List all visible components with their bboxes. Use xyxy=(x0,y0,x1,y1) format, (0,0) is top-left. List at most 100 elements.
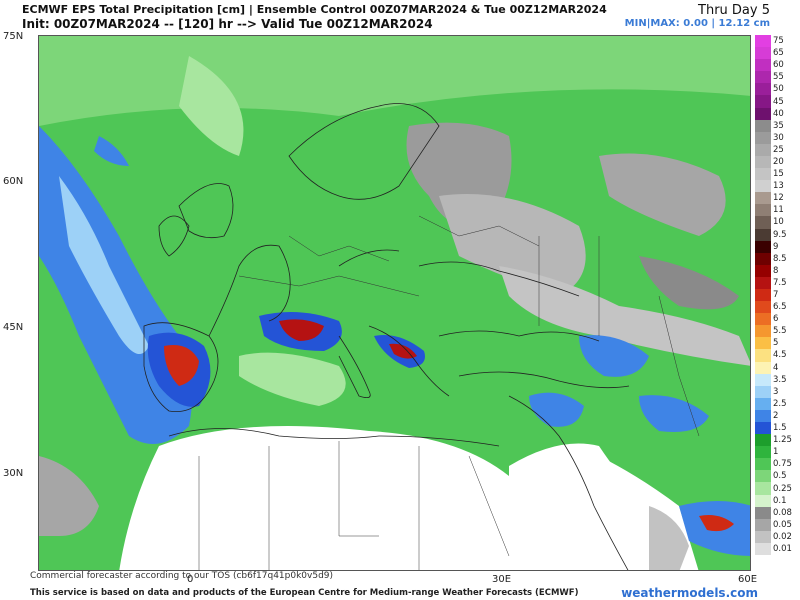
brand-link[interactable]: weathermodels.com xyxy=(621,586,758,600)
alps-heavy-red xyxy=(279,319,324,341)
legend-value: 6 xyxy=(773,314,779,325)
legend-value: 45 xyxy=(773,96,784,107)
legend-row: 30 xyxy=(755,131,800,144)
legend-swatch xyxy=(755,470,771,483)
legend-swatch xyxy=(755,131,771,144)
legend-swatch xyxy=(755,83,771,96)
legend-row: 6 xyxy=(755,313,800,326)
legend-value: 20 xyxy=(773,156,784,167)
precip-legend: 75 65 60 55 50 45 40 35 30 25 20 15 13 12 11 10 9.5 9 8.5 8… xyxy=(755,35,800,556)
legend-swatch xyxy=(755,409,771,422)
legend-row: 8 xyxy=(755,264,800,277)
legend-value: 40 xyxy=(773,108,784,119)
legend-swatch xyxy=(755,119,771,132)
legend-swatch xyxy=(755,252,771,265)
lat-label-75n: 75N xyxy=(3,31,24,42)
legend-value: 8.5 xyxy=(773,253,787,264)
legend-row: 20 xyxy=(755,155,800,169)
lon-label-30e: 30E xyxy=(492,574,512,585)
legend-row: 45 xyxy=(755,95,800,108)
dry-region-arabia xyxy=(509,443,649,570)
legend-value: 4 xyxy=(773,362,779,373)
legend-value: 0.08 xyxy=(773,507,792,518)
legend-swatch xyxy=(755,240,771,253)
legend-value: 10 xyxy=(773,217,784,228)
legend-value: 0.5 xyxy=(773,471,787,482)
legend-row: 6.5 xyxy=(755,301,800,314)
legend-swatch xyxy=(755,107,771,120)
legend-row: 50 xyxy=(755,83,800,96)
title-line-1: ECMWF EPS Total Precipitation [cm] | Ens… xyxy=(22,3,607,16)
legend-swatch xyxy=(755,494,771,507)
legend-value: 2.5 xyxy=(773,398,787,409)
legend-row: 1 xyxy=(755,446,800,459)
legend-swatch xyxy=(755,155,771,169)
legend-value: 30 xyxy=(773,132,784,143)
legend-swatch xyxy=(755,95,771,108)
legend-row: 0.25 xyxy=(755,482,800,495)
legend-value: 0.25 xyxy=(773,483,792,494)
legend-row: 35 xyxy=(755,119,800,132)
legend-row: 60 xyxy=(755,59,800,72)
legend-value: 2 xyxy=(773,410,779,421)
legend-swatch xyxy=(755,530,771,543)
legend-row: 12 xyxy=(755,192,800,205)
legend-swatch xyxy=(755,434,771,447)
legend-row: 0.08 xyxy=(755,506,800,519)
country-borders xyxy=(198,215,700,570)
legend-swatch xyxy=(755,288,771,302)
legend-swatch xyxy=(755,506,771,519)
coastlines xyxy=(143,103,630,570)
legend-swatch xyxy=(755,216,771,229)
title-line-2: Init: 00Z07MAR2024 -- [120] hr --> Valid… xyxy=(22,17,433,31)
legend-row: 13 xyxy=(755,180,800,193)
legend-value: 15 xyxy=(773,169,784,180)
precipitation-map xyxy=(38,35,751,571)
disclaimer-text: Commercial forecaster according to our T… xyxy=(30,571,334,581)
legend-swatch xyxy=(755,337,771,350)
legend-value: 7 xyxy=(773,290,779,301)
legend-value: 1 xyxy=(773,447,779,458)
legend-row: 5 xyxy=(755,337,800,350)
lat-label-60n: 60N xyxy=(3,176,24,187)
lat-label-45n: 45N xyxy=(3,322,24,333)
legend-swatch xyxy=(755,361,771,374)
legend-swatch xyxy=(755,192,771,205)
legend-row: 0.5 xyxy=(755,470,800,483)
legend-value: 0.75 xyxy=(773,459,792,470)
legend-value: 35 xyxy=(773,120,784,131)
atlantic-north-blue xyxy=(94,136,129,166)
legend-row: 3.5 xyxy=(755,373,800,386)
legend-value: 60 xyxy=(773,60,784,71)
forecast-day-label: Thru Day 5 xyxy=(698,3,770,18)
legend-row: 40 xyxy=(755,107,800,120)
legend-swatch xyxy=(755,168,771,181)
iberia-heavy-red xyxy=(164,345,199,386)
legend-row: 1.25 xyxy=(755,434,800,447)
lon-label-60e: 60E xyxy=(738,574,758,585)
legend-value: 0.01 xyxy=(773,543,792,554)
legend-value: 8 xyxy=(773,265,779,276)
legend-value: 1.5 xyxy=(773,423,787,434)
legend-value: 9 xyxy=(773,241,779,252)
legend-value: 50 xyxy=(773,84,784,95)
legend-swatch xyxy=(755,397,771,410)
legend-swatch xyxy=(755,143,771,156)
legend-value: 5.5 xyxy=(773,326,787,337)
legend-swatch xyxy=(755,35,771,48)
legend-swatch xyxy=(755,482,771,495)
lon-label-0: 0 xyxy=(187,574,194,585)
legend-swatch xyxy=(755,264,771,277)
legend-row: 8.5 xyxy=(755,252,800,265)
legend-row: 9 xyxy=(755,240,800,253)
grey-precip-urals xyxy=(599,153,726,236)
legend-swatch xyxy=(755,71,771,84)
legend-value: 5 xyxy=(773,338,779,349)
legend-row: 0.01 xyxy=(755,542,800,556)
legend-swatch xyxy=(755,542,771,556)
legend-value: 3 xyxy=(773,386,779,397)
legend-value: 12 xyxy=(773,193,784,204)
legend-row: 25 xyxy=(755,143,800,156)
legend-value: 25 xyxy=(773,144,784,155)
legend-row: 4.5 xyxy=(755,349,800,362)
